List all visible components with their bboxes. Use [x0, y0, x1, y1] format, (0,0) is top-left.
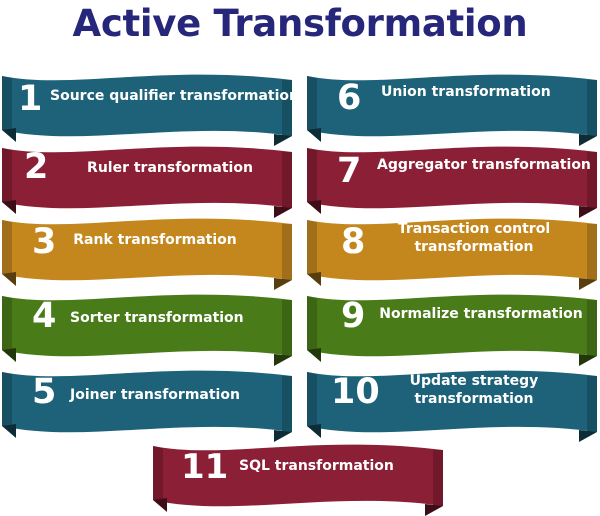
page-title: Active Transformation	[72, 2, 528, 45]
banner-item-4: 4 Sorter transformation	[2, 292, 292, 366]
item-label: Sorter transformation	[70, 310, 244, 326]
item-number: 6	[337, 78, 362, 118]
item-number: 1	[18, 79, 43, 119]
ribbon-shape	[307, 74, 597, 146]
item-label: Update strategy transformation	[391, 372, 557, 408]
ribbon-shape	[2, 218, 292, 290]
item-number: 7	[337, 151, 362, 191]
ribbon-shape	[307, 370, 597, 442]
item-label: Aggregator transformation	[377, 157, 591, 173]
banner-item-9: 9 Normalize transformation	[307, 292, 597, 366]
item-label: Ruler transformation	[87, 160, 253, 176]
item-label: Rank transformation	[73, 232, 237, 248]
ribbon-shape	[153, 444, 443, 516]
banner-item-11: 11 SQL transformation	[153, 442, 443, 516]
item-number: 5	[32, 372, 57, 412]
item-number: 9	[341, 296, 366, 336]
item-number: 2	[24, 147, 49, 187]
item-number: 11	[181, 447, 229, 487]
item-label-line: Transaction control	[397, 221, 551, 237]
banner-item-7: 7 Aggregator transformation	[307, 144, 597, 218]
banner-item-2: 2 Ruler transformation	[2, 144, 292, 218]
ribbon-shape	[2, 146, 292, 218]
item-label: Normalize transformation	[379, 306, 583, 322]
item-label: SQL transformation	[239, 458, 394, 474]
item-label-line: transformation	[414, 239, 534, 255]
banner-item-3: 3 Rank transformation	[2, 216, 292, 290]
ribbon-shape	[307, 146, 597, 218]
ribbon-shape	[2, 294, 292, 366]
item-label-line: Update strategy	[409, 373, 539, 389]
item-label: Union transformation	[381, 84, 551, 100]
banner-item-10: 10 Update strategy transformation	[307, 368, 597, 442]
item-number: 8	[341, 222, 366, 262]
item-label-line: transformation	[414, 391, 534, 407]
banner-item-8: 8 Transaction control transformation	[307, 216, 597, 290]
item-number: 10	[331, 372, 380, 412]
ribbon-shape	[2, 370, 292, 442]
banner-item-6: 6 Union transformation	[307, 72, 597, 146]
ribbon-shape	[2, 74, 292, 146]
banner-item-1: 1 Source qualifier transformation	[2, 72, 299, 146]
item-label: Source qualifier transformation	[50, 88, 299, 104]
item-number: 3	[32, 222, 57, 262]
item-number: 4	[32, 296, 57, 336]
ribbon-shape	[307, 218, 597, 290]
banner-item-5: 5 Joiner transformation	[2, 368, 292, 442]
item-label: Transaction control transformation	[381, 220, 567, 256]
ribbon-shape	[307, 294, 597, 366]
item-label: Joiner transformation	[70, 387, 240, 403]
